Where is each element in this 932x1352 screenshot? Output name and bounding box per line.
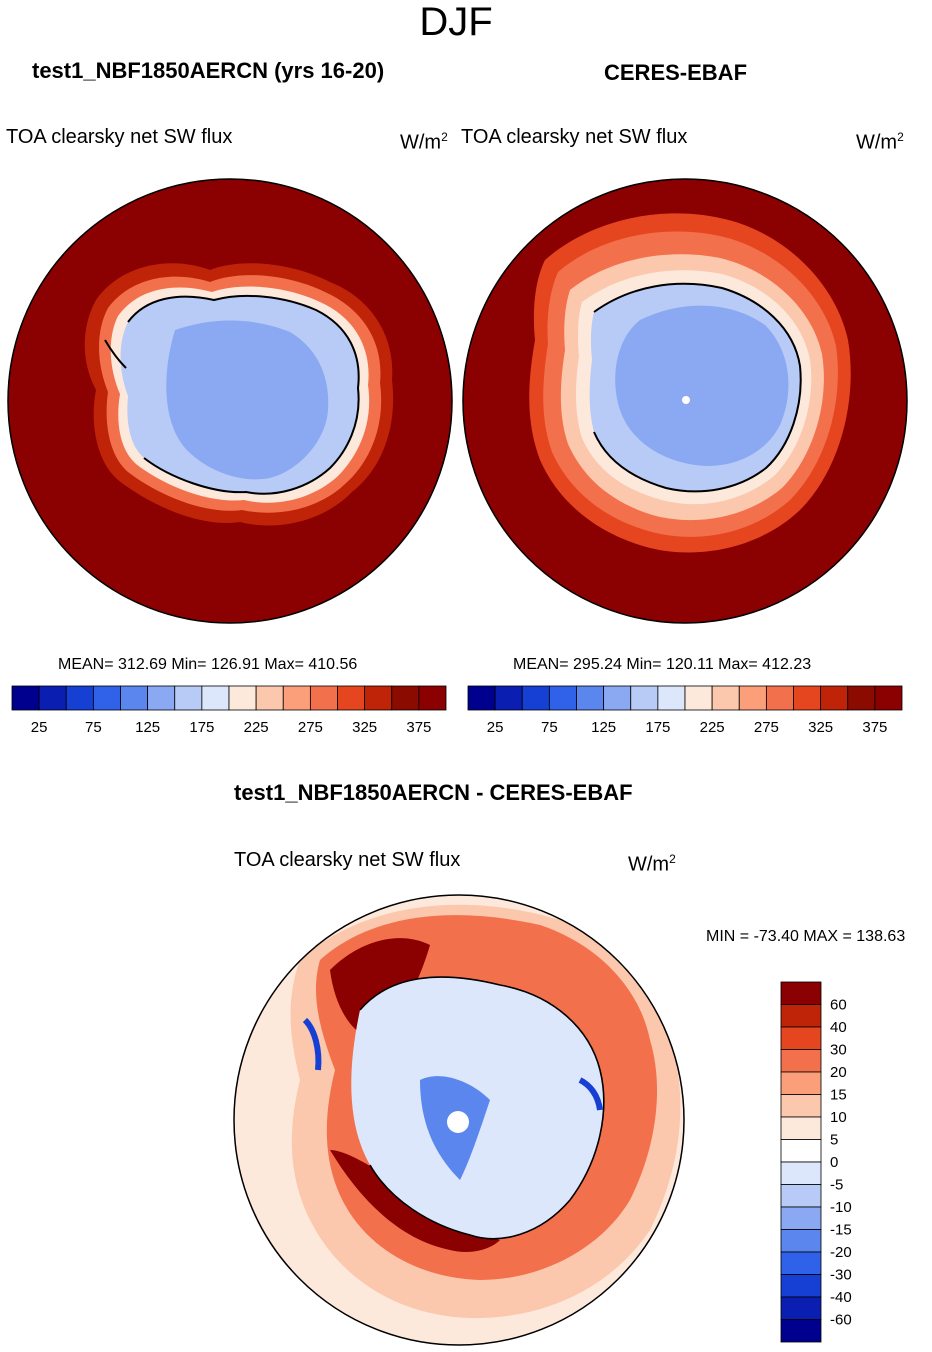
colorbar-tick-label: 375 [862, 719, 887, 736]
colorbar-tick-label: 10 [830, 1109, 847, 1126]
colorbar-box [120, 685, 149, 711]
panel2-stats: MEAN= 295.24 Min= 120.11 Max= 412.23 [513, 656, 812, 673]
panel1-title: test1_NBF1850AERCN (yrs 16-20) [32, 58, 385, 83]
colorbar-tick-label: 125 [135, 719, 160, 736]
colorbar-tick-label: 175 [189, 719, 214, 736]
diff-colorbar: 60 40 30 20 15 10 5 0 -5 -10 -15 -20 -30 -40 -60 [780, 981, 852, 1343]
panel2-variable: TOA clearsky net SW flux [461, 126, 688, 148]
colorbar-box [11, 685, 40, 711]
colorbar-tick-label: 275 [754, 719, 779, 736]
colorbar-box [467, 685, 496, 711]
colorbar-tick-label: -40 [830, 1289, 852, 1306]
colorbar-box [780, 1026, 822, 1050]
colorbar-box [309, 685, 338, 711]
colorbar-box [684, 685, 713, 711]
colorbar-tick-label: 75 [85, 719, 102, 736]
colorbar-box [780, 1251, 822, 1275]
colorbar-box [521, 685, 550, 711]
panel1-map [8, 179, 452, 623]
colorbar-tick-label: 75 [541, 719, 558, 736]
colorbar-box [780, 1296, 822, 1320]
colorbar-tick-label: 0 [830, 1154, 838, 1171]
colorbar-tick-label: 30 [830, 1042, 847, 1059]
colorbar-box [38, 685, 67, 711]
colorbar-box [391, 685, 420, 711]
colorbar-tick-label: 20 [830, 1064, 847, 1081]
colorbar-box [780, 1161, 822, 1185]
colorbar-tick-label: 225 [700, 719, 725, 736]
colorbar-tick-label: -5 [830, 1177, 843, 1194]
panel1-stats: MEAN= 312.69 Min= 126.91 Max= 410.56 [58, 656, 358, 673]
colorbar-box [548, 685, 577, 711]
colorbar-box [780, 1206, 822, 1230]
colorbar-tick-label: -10 [830, 1199, 852, 1216]
colorbar-tick-label: 15 [830, 1087, 847, 1104]
colorbar-box [255, 685, 284, 711]
colorbar-tick-label: 325 [352, 719, 377, 736]
colorbar-box [174, 685, 203, 711]
diff-map [234, 895, 684, 1345]
colorbar-box [780, 1004, 822, 1028]
colorbar-box [657, 685, 686, 711]
colorbar-box [337, 685, 366, 711]
panel2-map [463, 179, 907, 623]
colorbar-box [364, 685, 393, 711]
colorbar-box [780, 1319, 822, 1343]
colorbar-tick-label: -30 [830, 1267, 852, 1284]
colorbar-tick-label: -60 [830, 1312, 852, 1329]
colorbar-tick-label: 375 [406, 719, 431, 736]
colorbar-box [201, 685, 230, 711]
colorbar-box [765, 685, 794, 711]
colorbar-box [874, 685, 903, 711]
colorbar-box [780, 1094, 822, 1118]
colorbar-box [780, 1139, 822, 1163]
season-title: DJF [419, 0, 493, 44]
colorbar-box [228, 685, 257, 711]
colorbar-box [92, 685, 121, 711]
colorbar-tick-label: 5 [830, 1132, 838, 1149]
colorbar-box [630, 685, 659, 711]
colorbar-tick-label: 25 [487, 719, 504, 736]
colorbar-box [820, 685, 849, 711]
colorbar-box [418, 685, 447, 711]
panel1-units: W/m2 [400, 130, 448, 154]
colorbar-tick-label: 25 [31, 719, 48, 736]
panel2-units: W/m2 [856, 130, 904, 154]
panel2-colorbar: 25 75 125 175 225 275 325 375 [467, 685, 903, 736]
panel2-title: CERES-EBAF [604, 60, 748, 85]
colorbar-box [780, 1229, 822, 1253]
colorbar-box [780, 1071, 822, 1095]
colorbar-box [711, 685, 740, 711]
colorbar-box [603, 685, 632, 711]
colorbar-tick-label: -20 [830, 1244, 852, 1261]
colorbar-tick-label: 125 [591, 719, 616, 736]
colorbar-box [65, 685, 94, 711]
panel1-colorbar: 25 75 125 175 225 275 325 375 [11, 685, 447, 736]
colorbar-tick-label: 225 [244, 719, 269, 736]
colorbar-box [494, 685, 523, 711]
colorbar-box [780, 1184, 822, 1208]
diff-variable: TOA clearsky net SW flux [234, 849, 461, 871]
colorbar-tick-label: 60 [830, 997, 847, 1014]
colorbar-box [780, 981, 822, 1005]
colorbar-box [847, 685, 876, 711]
colorbar-box [780, 1116, 822, 1140]
colorbar-tick-label: 40 [830, 1019, 847, 1036]
colorbar-tick-label: 325 [808, 719, 833, 736]
colorbar-box [780, 1049, 822, 1073]
colorbar-box [738, 685, 767, 711]
colorbar-box [147, 685, 176, 711]
diff-units: W/m2 [628, 852, 676, 876]
diff-title: test1_NBF1850AERCN - CERES-EBAF [234, 780, 633, 805]
colorbar-tick-label: 275 [298, 719, 323, 736]
colorbar-tick-label: -15 [830, 1222, 852, 1239]
panel1-variable: TOA clearsky net SW flux [6, 126, 233, 148]
colorbar-box [576, 685, 605, 711]
colorbar-box [282, 685, 311, 711]
colorbar-box [793, 685, 822, 711]
diff-stats: MIN = -73.40 MAX = 138.63 [706, 928, 906, 945]
colorbar-tick-label: 175 [645, 719, 670, 736]
colorbar-box [780, 1274, 822, 1298]
